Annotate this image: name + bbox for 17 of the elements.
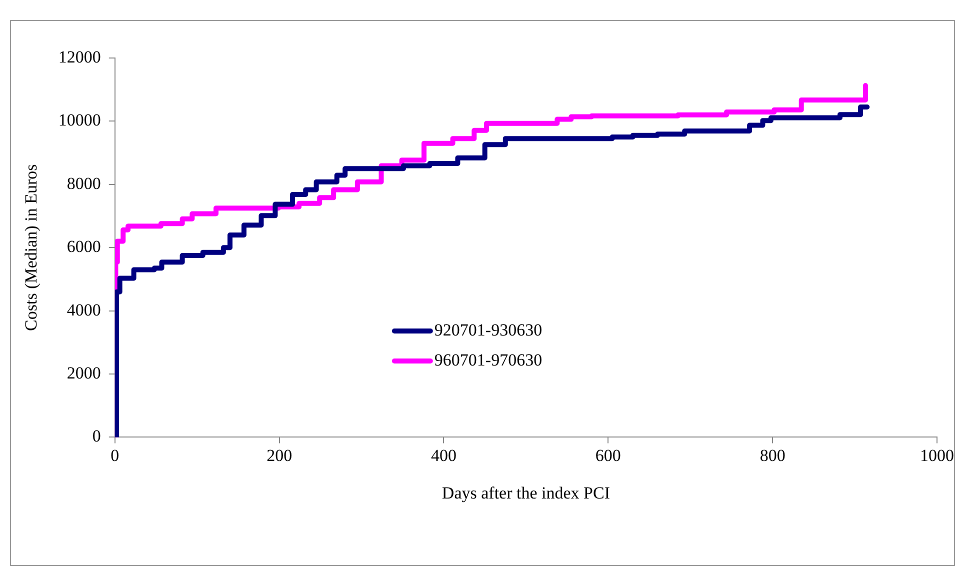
- x-tick-label: 0: [110, 446, 120, 465]
- x-tick-label: 1000: [920, 446, 954, 465]
- x-tick-label: 600: [595, 446, 621, 465]
- y-tick-label: 2000: [66, 363, 101, 382]
- y-tick-label: 0: [92, 426, 101, 446]
- y-tick-label: 12000: [58, 47, 101, 66]
- x-axis-title: Days after the index PCI: [442, 483, 610, 502]
- y-tick-label: 6000: [66, 237, 101, 256]
- y-axis-title: Costs (Median) in Euros: [22, 164, 41, 331]
- x-tick-label: 200: [266, 446, 292, 465]
- x-tick-label: 800: [760, 446, 786, 465]
- legend-label: 960701-970630: [434, 350, 542, 370]
- y-tick-label: 10000: [58, 110, 101, 130]
- y-tick-label: 4000: [66, 300, 101, 320]
- x-tick-label: 400: [430, 446, 456, 465]
- y-tick-label: 8000: [66, 174, 101, 193]
- legend-label: 920701-930630: [434, 320, 542, 340]
